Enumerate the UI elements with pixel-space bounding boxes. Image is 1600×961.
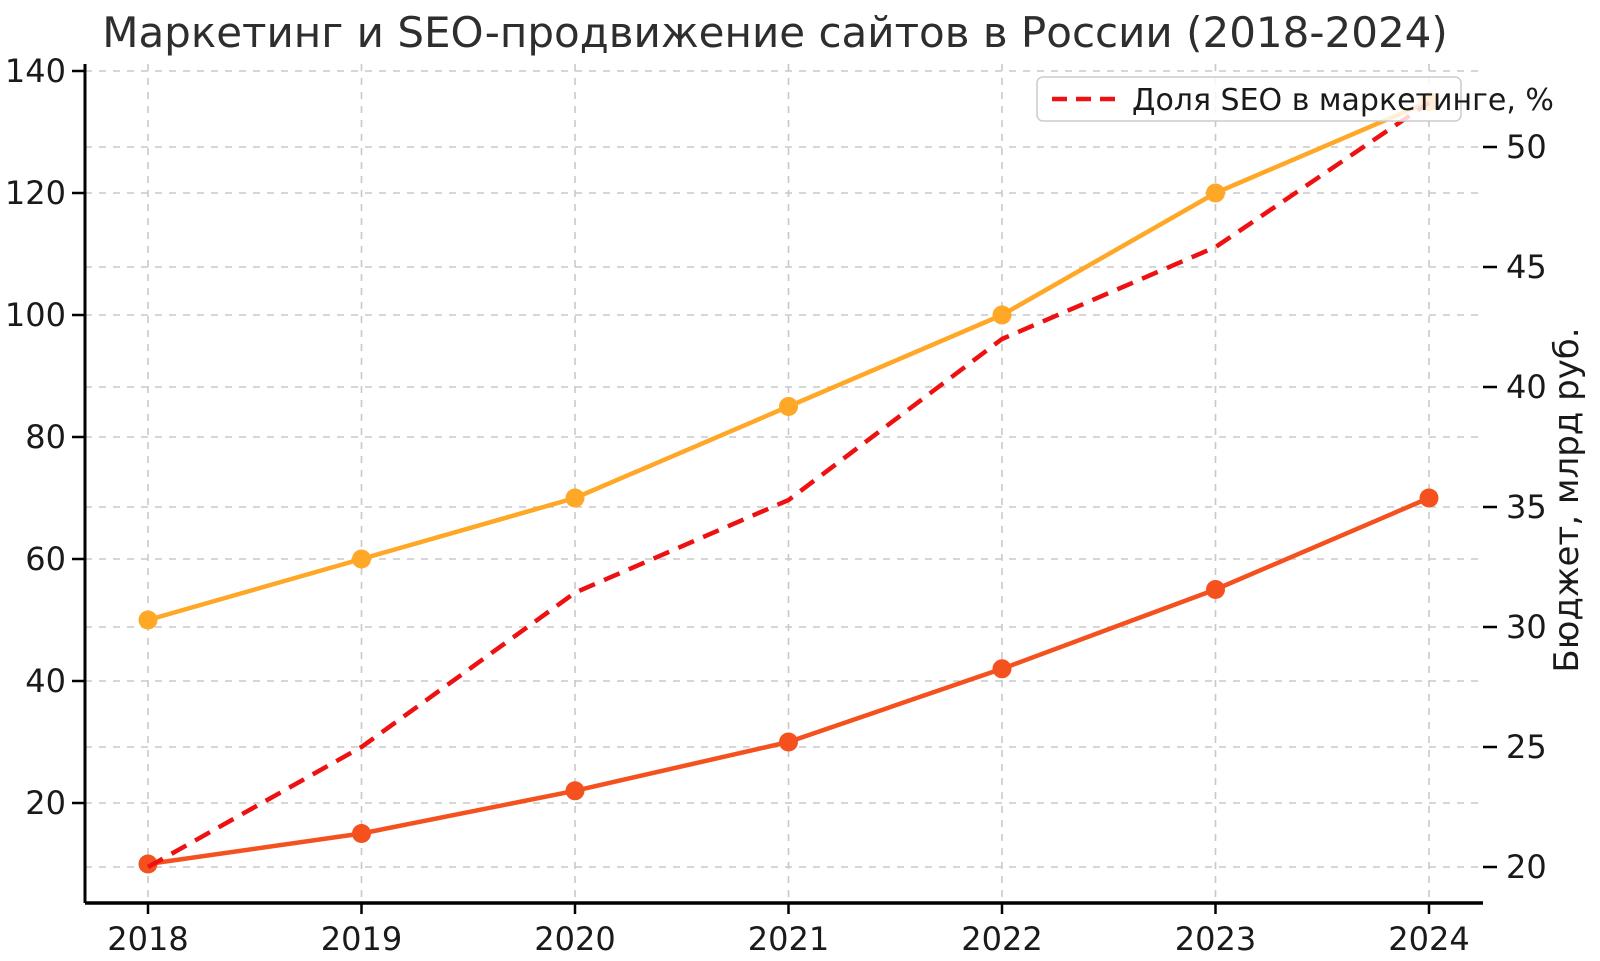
left-tick-label: 40 — [25, 662, 66, 700]
left-tick-label: 60 — [25, 540, 66, 578]
left-tick-label: 120 — [5, 174, 66, 212]
right-tick-label: 40 — [1506, 368, 1547, 406]
data-point-marker — [992, 305, 1012, 325]
legend-box — [1036, 76, 1462, 122]
seo-share-dashed-line — [146, 100, 1431, 869]
data-point-marker — [779, 732, 798, 752]
left-tick-label: 140 — [5, 52, 66, 90]
left-tick-label: 20 — [25, 784, 66, 822]
right-tick-label: 25 — [1506, 728, 1547, 766]
x-tick-label: 2023 — [1175, 920, 1256, 958]
data-point-marker — [1419, 488, 1439, 508]
x-tick-label: 2020 — [534, 920, 615, 958]
right-tick-label: 20 — [1506, 848, 1547, 886]
data-point-marker — [1206, 183, 1225, 203]
x-tick-label: 2021 — [748, 920, 829, 958]
chart-title: Маркетинг и SEO-продвижение сайтов в Рос… — [102, 8, 1448, 57]
data-point-marker — [138, 610, 158, 630]
data-point-marker — [565, 781, 585, 801]
x-tick-label: 2019 — [321, 920, 402, 958]
data-point-marker — [352, 549, 371, 569]
right-tick-label: 50 — [1506, 128, 1547, 166]
gridlines — [85, 64, 1483, 903]
y2-axis-label: Бюджет, млрд руб. — [1547, 327, 1587, 672]
x-tick-label: 2018 — [107, 920, 188, 958]
axes: 20 40 60 80 100 120 140 20 25 30 35 40 45 50 2018 2019 2… — [5, 52, 1547, 958]
legend: Доля SEO в маркетинге, % — [1036, 76, 1554, 122]
x-tick-label: 2024 — [1388, 920, 1469, 958]
data-point-marker — [138, 854, 158, 874]
data-point-marker — [992, 659, 1012, 679]
x-tick-label: 2022 — [961, 920, 1042, 958]
series-lines — [138, 92, 1439, 874]
data-point-marker — [565, 488, 585, 508]
data-point-marker — [779, 397, 798, 416]
data-point-marker — [1206, 580, 1225, 599]
data-point-marker — [352, 824, 371, 843]
legend-label: Доля SEO в маркетинге, % — [1132, 83, 1554, 118]
left-tick-label: 80 — [25, 418, 66, 456]
right-tick-label: 45 — [1506, 248, 1547, 286]
right-tick-label: 35 — [1506, 488, 1547, 526]
left-tick-label: 100 — [5, 296, 66, 334]
right-tick-label: 30 — [1506, 608, 1547, 646]
